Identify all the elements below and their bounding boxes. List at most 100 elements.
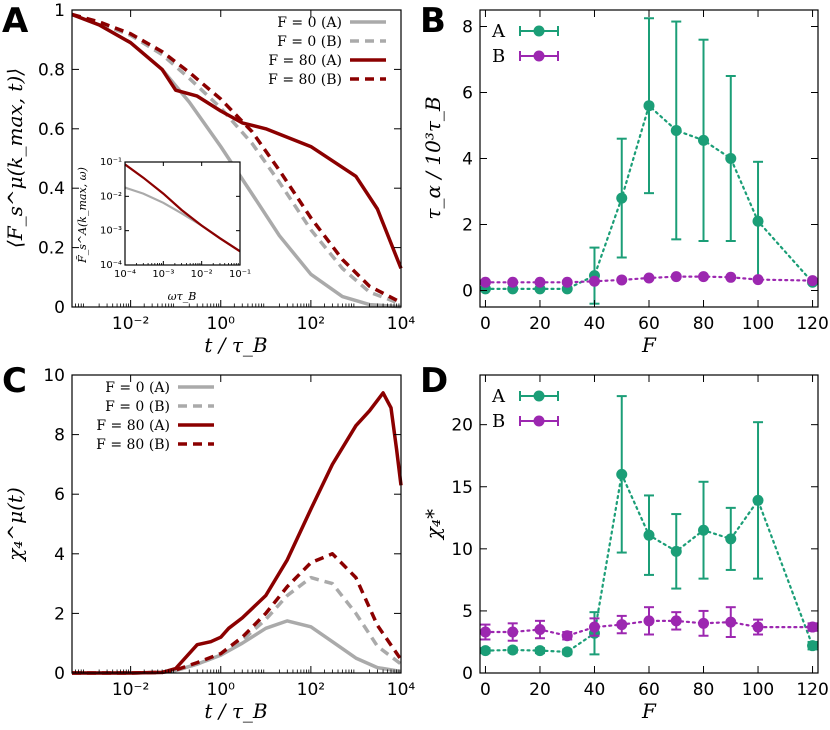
legend-label: B xyxy=(492,411,505,432)
panel-b-legend: AB xyxy=(491,21,559,67)
panel-b-series xyxy=(479,17,819,305)
B-ytick-label: 6 xyxy=(462,84,473,104)
A-ytick-label: 0.6 xyxy=(38,120,65,140)
B-xtick-label: 40 xyxy=(584,314,606,334)
panel-a-xlabel: t / τ_B xyxy=(204,333,267,357)
data-point-a xyxy=(725,533,737,545)
D-xtick-label: 120 xyxy=(796,680,828,700)
panel-a-frame xyxy=(71,9,402,308)
data-point-a xyxy=(698,134,710,146)
AI-xtick-label: 10⁻³ xyxy=(152,269,174,280)
data-point-b xyxy=(643,615,655,627)
panel-d-series xyxy=(479,395,819,658)
data-point-a xyxy=(752,494,764,506)
panel-d-xlabel: F xyxy=(641,699,657,723)
data-point-b xyxy=(588,275,600,287)
data-point-a xyxy=(561,646,573,658)
legend-label: F = 0 (A) xyxy=(105,380,170,396)
panel-a-inset: 10⁻⁴ 10⁻³ 10⁻² 10⁻¹ 10⁻⁴ 10⁻³ 10⁻² 10⁻¹ ωτ_B F… xyxy=(76,157,251,303)
A-ytick-label: 0.2 xyxy=(38,239,65,259)
series-line-f-0-b- xyxy=(72,575,403,675)
D-xtick-label: 40 xyxy=(584,680,606,700)
inset-series-line xyxy=(124,163,241,253)
data-point-b xyxy=(725,271,737,283)
D-ytick-label: 10 xyxy=(451,540,473,560)
data-point-b xyxy=(507,626,519,638)
legend-label: F = 0 (B) xyxy=(105,399,170,415)
C-xtick-label: 10² xyxy=(297,680,325,700)
C-xtick-label: 10⁰ xyxy=(207,680,236,700)
C-ytick-label: 4 xyxy=(54,545,65,565)
AI-ytick-label: 10⁻² xyxy=(100,191,122,202)
legend-swatch-marker xyxy=(533,390,545,402)
A-ytick-label: 0 xyxy=(54,298,65,318)
legend-label: F = 80 (B) xyxy=(268,72,342,88)
AI-xtick-label: 10⁻⁴ xyxy=(114,269,136,280)
B-xtick-label: 20 xyxy=(529,314,551,334)
data-point-b xyxy=(670,271,682,283)
panel-b: B 0 20 40 60 80 100 120 0 2 4 6 8 F τ_α / 10³τ_B A… xyxy=(420,1,829,357)
series-line-f-0-a- xyxy=(72,619,402,675)
C-ytick-label: 0 xyxy=(54,664,65,684)
data-point-b xyxy=(479,626,491,638)
inset-xlabel: ωτ_B xyxy=(168,290,197,303)
D-xtick-label: 100 xyxy=(742,680,774,700)
B-ytick-label: 4 xyxy=(462,150,473,170)
data-point-b xyxy=(752,274,764,286)
data-point-b xyxy=(561,630,573,642)
legend-label: F = 80 (A) xyxy=(268,53,342,69)
C-ytick-label: 8 xyxy=(54,426,65,446)
A-ytick-label: 1 xyxy=(54,1,65,21)
C-xtick-label: 10⁻² xyxy=(112,680,149,700)
legend-label: F = 0 (B) xyxy=(277,34,342,50)
A-ytick-label: 0.8 xyxy=(38,60,65,80)
legend-label: A xyxy=(491,21,506,42)
panel-d-ylabel: χ₄* xyxy=(421,509,445,541)
panel-d-legend: AB xyxy=(491,386,559,432)
legend-label: B xyxy=(492,46,505,67)
data-point-b xyxy=(616,274,628,286)
D-xtick-label: 80 xyxy=(693,680,715,700)
inset-frame xyxy=(124,161,241,266)
panel-b-ylabel: τ_α / 10³τ_B xyxy=(421,96,445,219)
data-point-b xyxy=(725,616,737,628)
panel-a-ylabel: ⟨F_s^μ(k_max, t)⟩ xyxy=(3,68,27,248)
B-ytick-label: 8 xyxy=(462,18,473,38)
data-point-b xyxy=(534,624,546,636)
A-xtick-label: 10² xyxy=(297,314,325,334)
series-line-f-80-b- xyxy=(71,12,402,305)
panel-a-legend: F = 0 (A) F = 0 (B) F = 80 (A) F = 80 (B) xyxy=(268,15,386,88)
panel-label-d: D xyxy=(420,361,448,401)
series-line-f-0-b- xyxy=(71,12,402,306)
data-point-a xyxy=(698,524,710,536)
data-point-a xyxy=(616,192,628,204)
A-xtick-label: 10⁴ xyxy=(387,314,416,334)
C-xtick-label: 10⁴ xyxy=(387,680,416,700)
data-point-b xyxy=(698,617,710,629)
B-xtick-label: 60 xyxy=(638,314,660,334)
series-line-f-80-a- xyxy=(72,391,403,675)
data-point-b xyxy=(588,621,600,633)
legend-swatch-marker xyxy=(533,25,545,37)
data-point-a xyxy=(507,644,519,656)
data-point-a xyxy=(670,545,682,557)
D-ytick-label: 15 xyxy=(451,478,473,498)
data-point-b xyxy=(752,621,764,633)
data-point-b xyxy=(561,276,573,288)
B-xtick-label: 100 xyxy=(742,314,774,334)
data-point-a xyxy=(643,100,655,112)
data-point-b xyxy=(507,276,519,288)
panel-c-legend: F = 0 (A) F = 0 (B) F = 80 (A) F = 80 (B) xyxy=(96,380,214,453)
data-point-a xyxy=(534,645,546,657)
data-point-b xyxy=(698,271,710,283)
D-ytick-label: 5 xyxy=(462,602,473,622)
A-ytick-label: 0.4 xyxy=(38,179,65,199)
C-ytick-label: 6 xyxy=(54,485,65,505)
D-xtick-label: 60 xyxy=(638,680,660,700)
panel-c-series xyxy=(72,391,403,675)
legend-swatch-marker xyxy=(533,50,545,62)
AI-ytick-label: 10⁻⁴ xyxy=(100,260,122,271)
data-point-b xyxy=(670,615,682,627)
